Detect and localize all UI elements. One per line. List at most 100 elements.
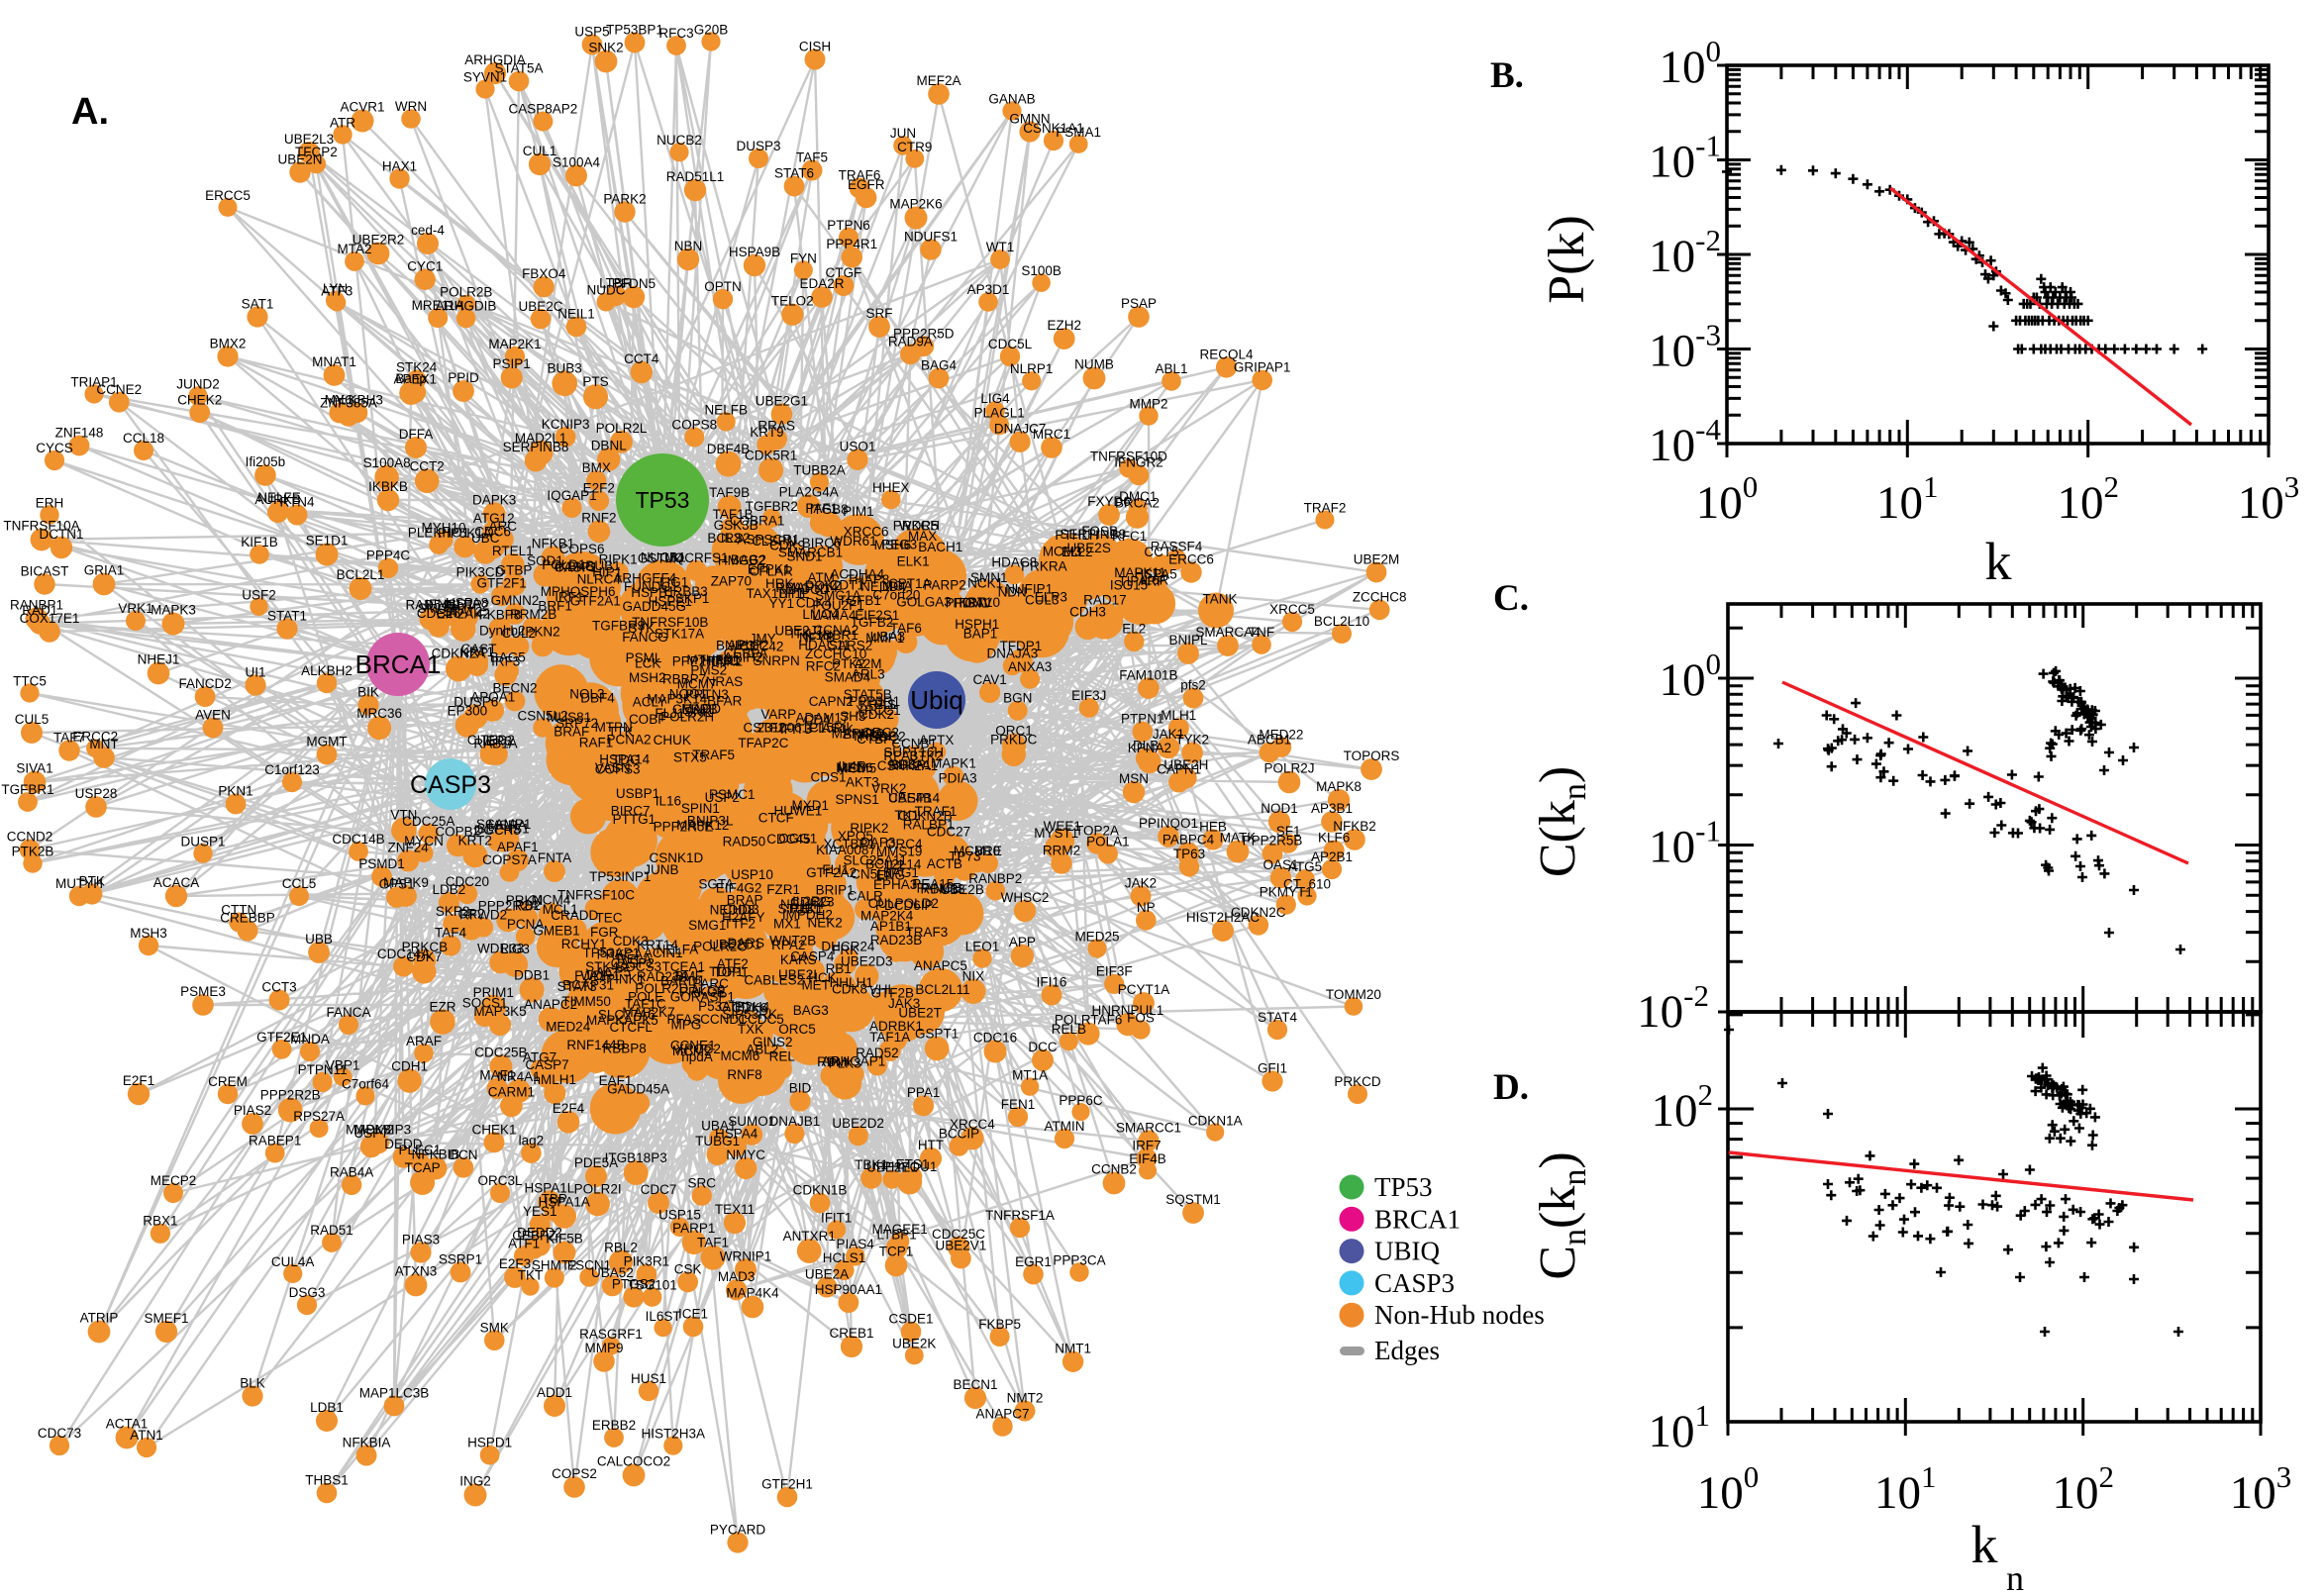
svg-text:BUB1: BUB1 — [585, 558, 620, 573]
svg-text:THBS1: THBS1 — [305, 1473, 349, 1488]
svg-text:APEX1: APEX1 — [394, 371, 438, 386]
svg-text:DBF4B: DBF4B — [707, 442, 751, 456]
svg-text:IL2: IL2 — [886, 858, 905, 873]
svg-text:PIP5K1A: PIP5K1A — [438, 526, 492, 541]
svg-text:C.: C. — [1493, 578, 1529, 619]
svg-text:RBM: RBM — [817, 1054, 847, 1069]
svg-text:DUSP3: DUSP3 — [736, 139, 780, 153]
svg-text:NEK2: NEK2 — [808, 916, 843, 931]
svg-text:TGFB2: TGFB2 — [851, 615, 894, 630]
svg-text:FANCE: FANCE — [917, 881, 961, 896]
svg-text:NLRP1: NLRP1 — [1010, 361, 1054, 376]
svg-text:CDKN1B: CDKN1B — [793, 1183, 848, 1198]
svg-text:SMN1: SMN1 — [970, 570, 1008, 585]
svg-text:CASP14: CASP14 — [888, 790, 940, 805]
svg-text:HCK: HCK — [808, 970, 837, 985]
svg-text:EGFR: EGFR — [848, 177, 885, 192]
svg-text:FZR1: FZR1 — [766, 882, 800, 897]
svg-text:USP2: USP2 — [705, 790, 740, 805]
svg-text:WDR5: WDR5 — [899, 518, 939, 533]
svg-text:FYN: FYN — [790, 250, 817, 265]
svg-text:LDB2: LDB2 — [433, 882, 466, 897]
svg-text:ITK: ITK — [790, 627, 811, 642]
svg-text:ANAPC2: ANAPC2 — [524, 997, 577, 1012]
svg-text:RBX1: RBX1 — [143, 1214, 177, 1229]
svg-text:TP53: TP53 — [636, 487, 690, 513]
svg-text:ORC2: ORC2 — [861, 725, 899, 740]
svg-text:CDH3: CDH3 — [1069, 604, 1106, 619]
svg-text:CABLES2: CABLES2 — [744, 973, 804, 988]
svg-text:100: 100 — [1660, 34, 1722, 93]
svg-text:CDK2: CDK2 — [858, 707, 894, 722]
svg-text:ACLY: ACLY — [633, 695, 666, 710]
svg-text:HSPA14: HSPA14 — [599, 752, 650, 767]
svg-text:ACP5: ACP5 — [596, 965, 631, 980]
svg-text:PRKCH: PRKCH — [893, 518, 940, 533]
svg-text:CFLAR: CFLAR — [750, 564, 794, 579]
svg-text:CDK6: CDK6 — [732, 1000, 767, 1015]
svg-text:LIG3: LIG3 — [501, 942, 530, 956]
svg-text:NELFA: NELFA — [656, 943, 699, 957]
svg-text:XRCC2: XRCC2 — [675, 1042, 721, 1056]
svg-text:DUSP1: DUSP1 — [180, 834, 225, 848]
svg-text:WNT2B: WNT2B — [769, 933, 816, 948]
svg-text:COPS3: COPS3 — [595, 762, 641, 777]
svg-text:APTX: APTX — [919, 733, 954, 748]
svg-text:EZR: EZR — [430, 999, 456, 1014]
svg-text:CLSPN: CLSPN — [752, 534, 796, 549]
svg-text:RAD51: RAD51 — [310, 1223, 354, 1238]
svg-text:SMEF1: SMEF1 — [144, 1311, 188, 1326]
svg-text:VASN: VASN — [595, 760, 631, 775]
svg-text:TCEA1: TCEA1 — [662, 959, 706, 974]
svg-text:TP53INP1: TP53INP1 — [589, 869, 651, 884]
svg-text:TOPORS: TOPORS — [1344, 748, 1400, 763]
svg-text:RAD23A: RAD23A — [637, 969, 689, 984]
svg-text:TCP1: TCP1 — [879, 1245, 914, 1259]
svg-text:10-2: 10-2 — [1649, 223, 1721, 282]
svg-text:CDC5L: CDC5L — [988, 337, 1033, 351]
svg-text:TRAF1: TRAF1 — [915, 804, 958, 819]
svg-text:RFC3: RFC3 — [658, 26, 693, 41]
svg-text:BICAST: BICAST — [21, 563, 69, 578]
svg-text:DNAJA3: DNAJA3 — [987, 647, 1039, 661]
svg-text:MSN: MSN — [1119, 771, 1149, 786]
svg-text:DSG3: DSG3 — [289, 1285, 326, 1300]
svg-text:DAP3: DAP3 — [860, 835, 895, 849]
svg-text:EIF4B: EIF4B — [1129, 1151, 1166, 1166]
svg-text:HCLS1: HCLS1 — [823, 1250, 866, 1265]
svg-text:IFNGR1: IFNGR1 — [425, 597, 474, 612]
svg-text:DBNL: DBNL — [591, 438, 628, 452]
svg-text:100: 100 — [1660, 647, 1722, 706]
svg-text:POLR2D: POLR2D — [635, 981, 688, 996]
svg-text:BAG3: BAG3 — [793, 1003, 829, 1018]
svg-text:PRKRA: PRKRA — [1021, 558, 1067, 573]
svg-text:PPP2R4: PPP2R4 — [672, 654, 724, 669]
svg-text:LCK: LCK — [635, 656, 660, 671]
svg-text:102: 102 — [2052, 1459, 2114, 1519]
svg-text:YY1: YY1 — [769, 596, 795, 611]
svg-text:LIG1: LIG1 — [659, 575, 688, 590]
svg-text:STAT3: STAT3 — [557, 979, 597, 994]
svg-text:MAGEE1: MAGEE1 — [871, 1222, 927, 1237]
svg-text:EZH2: EZH2 — [1047, 318, 1081, 333]
svg-text:SMAD4: SMAD4 — [825, 670, 871, 685]
svg-text:ING2: ING2 — [459, 1474, 491, 1489]
svg-text:TTF2: TTF2 — [724, 916, 756, 931]
svg-text:USO1: USO1 — [840, 440, 876, 454]
svg-text:UBA52: UBA52 — [591, 1265, 634, 1280]
svg-text:STK4: STK4 — [585, 959, 619, 974]
svg-text:BIRC7: BIRC7 — [611, 804, 651, 819]
svg-text:MAPK12: MAPK12 — [676, 818, 729, 833]
svg-text:MAD2L1: MAD2L1 — [515, 431, 567, 446]
svg-text:SAT1: SAT1 — [242, 296, 274, 311]
svg-text:GTF2F1: GTF2F1 — [476, 575, 526, 590]
svg-text:npdA: npdA — [681, 1049, 713, 1064]
svg-text:P53AIP1: P53AIP1 — [698, 999, 751, 1014]
svg-text:LTBR: LTBR — [599, 275, 633, 290]
svg-text:RNF8: RNF8 — [727, 1067, 761, 1082]
svg-text:RANBP2: RANBP2 — [968, 871, 1022, 886]
svg-text:TGFBR3: TGFBR3 — [592, 618, 645, 633]
svg-text:EIF3F: EIF3F — [1096, 964, 1133, 979]
svg-text:n: n — [2006, 1558, 2024, 1596]
svg-text:CSTF2: CSTF2 — [744, 721, 786, 736]
